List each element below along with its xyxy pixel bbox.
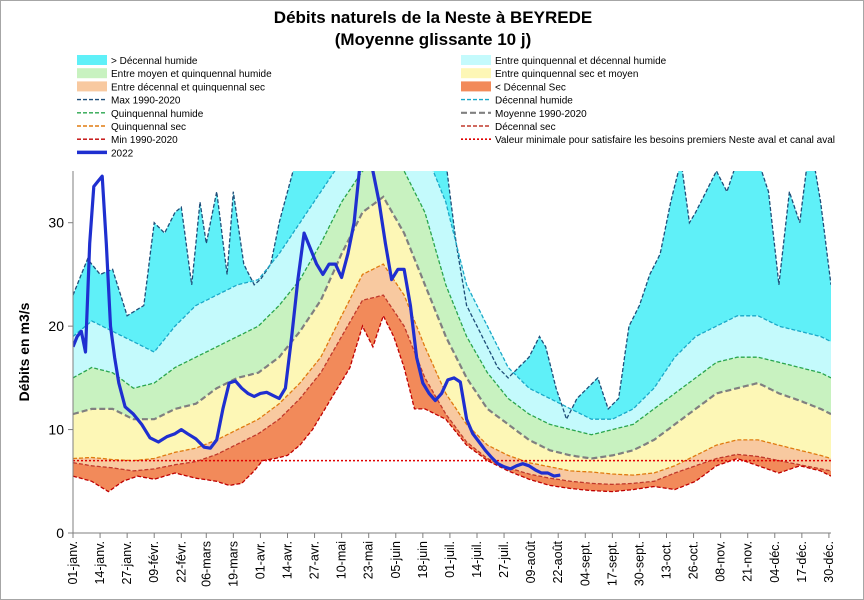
- min-line: [73, 314, 831, 493]
- zone-quinq-decennal-humide: [73, 171, 831, 435]
- legend-label: Décennal humide: [495, 96, 573, 107]
- x-tick-label: 09-août: [524, 540, 538, 583]
- legend-label: Max 1990-2020: [111, 96, 181, 107]
- x-tick-label: 27-juil.: [497, 541, 511, 578]
- chart-title-line-2: (Moyenne glissante 10 j): [334, 30, 532, 49]
- max-line: [73, 171, 831, 421]
- zone-decennal-quinq-sec: [73, 264, 831, 485]
- x-tick-label: 04-sept.: [578, 541, 592, 586]
- x-tick-label: 27-avr.: [308, 541, 322, 579]
- legend-label: Entre décennal et quinquennal sec: [111, 82, 265, 93]
- x-tick-label: 18-juin: [416, 541, 430, 579]
- legend-label: < Décennal Sec: [495, 82, 566, 93]
- legend-label: Décennal sec: [495, 122, 556, 133]
- legend: > Décennal humide Entre quinquennal et dé…: [77, 55, 835, 159]
- chart-title-line-1: Débits naturels de la Neste à BEYREDE: [273, 8, 593, 27]
- x-tick-label: 10-mai: [335, 541, 349, 579]
- legend-label: Entre quinquennal sec et moyen: [495, 69, 638, 80]
- x-tick-label: 13-oct.: [659, 541, 673, 579]
- x-tick-label: 14-juil.: [470, 541, 484, 578]
- x-tick-label: 05-juin: [389, 541, 403, 579]
- flow-zones: [73, 171, 831, 492]
- x-tick-label: 01-avr.: [253, 541, 267, 579]
- legend-swatch: [77, 68, 107, 79]
- legend-label: Valeur minimale pour satisfaire les beso…: [495, 135, 835, 146]
- legend-label: Moyenne 1990-2020: [495, 109, 587, 120]
- legend-label: > Décennal humide: [111, 56, 198, 67]
- y-tick-label: 0: [56, 525, 64, 541]
- axes: 0 10 20 30 01-janv. 14-janv. 27-janv. 09-févr. 2…: [48, 171, 836, 587]
- zone-below-decennal-sec: [73, 295, 831, 492]
- decennal-humide-line: [73, 171, 831, 420]
- legend-label: Entre quinquennal et décennal humide: [495, 56, 667, 67]
- legend-label: 2022: [111, 148, 134, 159]
- x-tick-label: 30-déc.: [822, 541, 836, 583]
- chart-title: Débits naturels de la Neste à BEYREDE (M…: [1, 7, 864, 51]
- decennal-sec-line: [73, 294, 831, 486]
- x-tick-label: 08-nov.: [714, 541, 728, 582]
- y-axis-label: Débits en m3/s: [16, 302, 32, 401]
- x-tick-label: 22-févr.: [174, 541, 188, 583]
- legend-swatch: [461, 55, 491, 65]
- x-tick-label: 27-janv.: [120, 541, 134, 585]
- moyenne-line: [73, 195, 831, 460]
- x-tick-label: 01-janv.: [66, 541, 80, 585]
- zone-moyen-quinq-humide: [73, 171, 831, 459]
- legend-swatch: [461, 81, 491, 92]
- series-2022-line: [73, 171, 561, 478]
- x-tick-label: 23-mai: [362, 541, 376, 579]
- legend-label: Min 1990-2020: [111, 135, 178, 146]
- y-tick-label: 10: [48, 422, 64, 438]
- x-tick-label: 17-déc.: [795, 541, 809, 583]
- y-tick-label: 30: [48, 215, 64, 231]
- legend-swatch: [77, 81, 107, 92]
- quinquennal-sec-line: [73, 263, 831, 476]
- zone-quinq-sec-moyen: [73, 196, 831, 476]
- x-tick-label: 21-nov.: [741, 541, 755, 582]
- legend-swatch: [461, 68, 491, 79]
- x-tick-label: 06-mars: [199, 541, 213, 587]
- legend-label: Quinquennal humide: [111, 109, 204, 120]
- zone-above-decennal-humide: [73, 171, 831, 420]
- reference-lines: [73, 171, 831, 493]
- x-tick-label: 01-juil.: [443, 541, 457, 578]
- x-tick-label: 14-avr.: [280, 541, 294, 579]
- y-tick-label: 20: [48, 318, 64, 334]
- x-tick-label: 22-août: [551, 540, 565, 583]
- legend-swatch: [77, 55, 107, 65]
- legend-label: Quinquennal sec: [111, 122, 186, 133]
- legend-label: Entre moyen et quinquennal humide: [111, 69, 272, 80]
- quinquennal-humide-line: [73, 171, 831, 436]
- x-tick-label: 30-sept.: [632, 541, 646, 586]
- x-tick-label: 26-oct.: [687, 541, 701, 579]
- x-tick-label: 17-sept.: [605, 541, 619, 586]
- x-tick-label: 14-janv.: [93, 541, 107, 585]
- x-tick-label: 04-déc.: [768, 541, 782, 583]
- x-tick-label: 19-mars: [226, 541, 240, 587]
- x-tick-label: 09-févr.: [147, 541, 161, 583]
